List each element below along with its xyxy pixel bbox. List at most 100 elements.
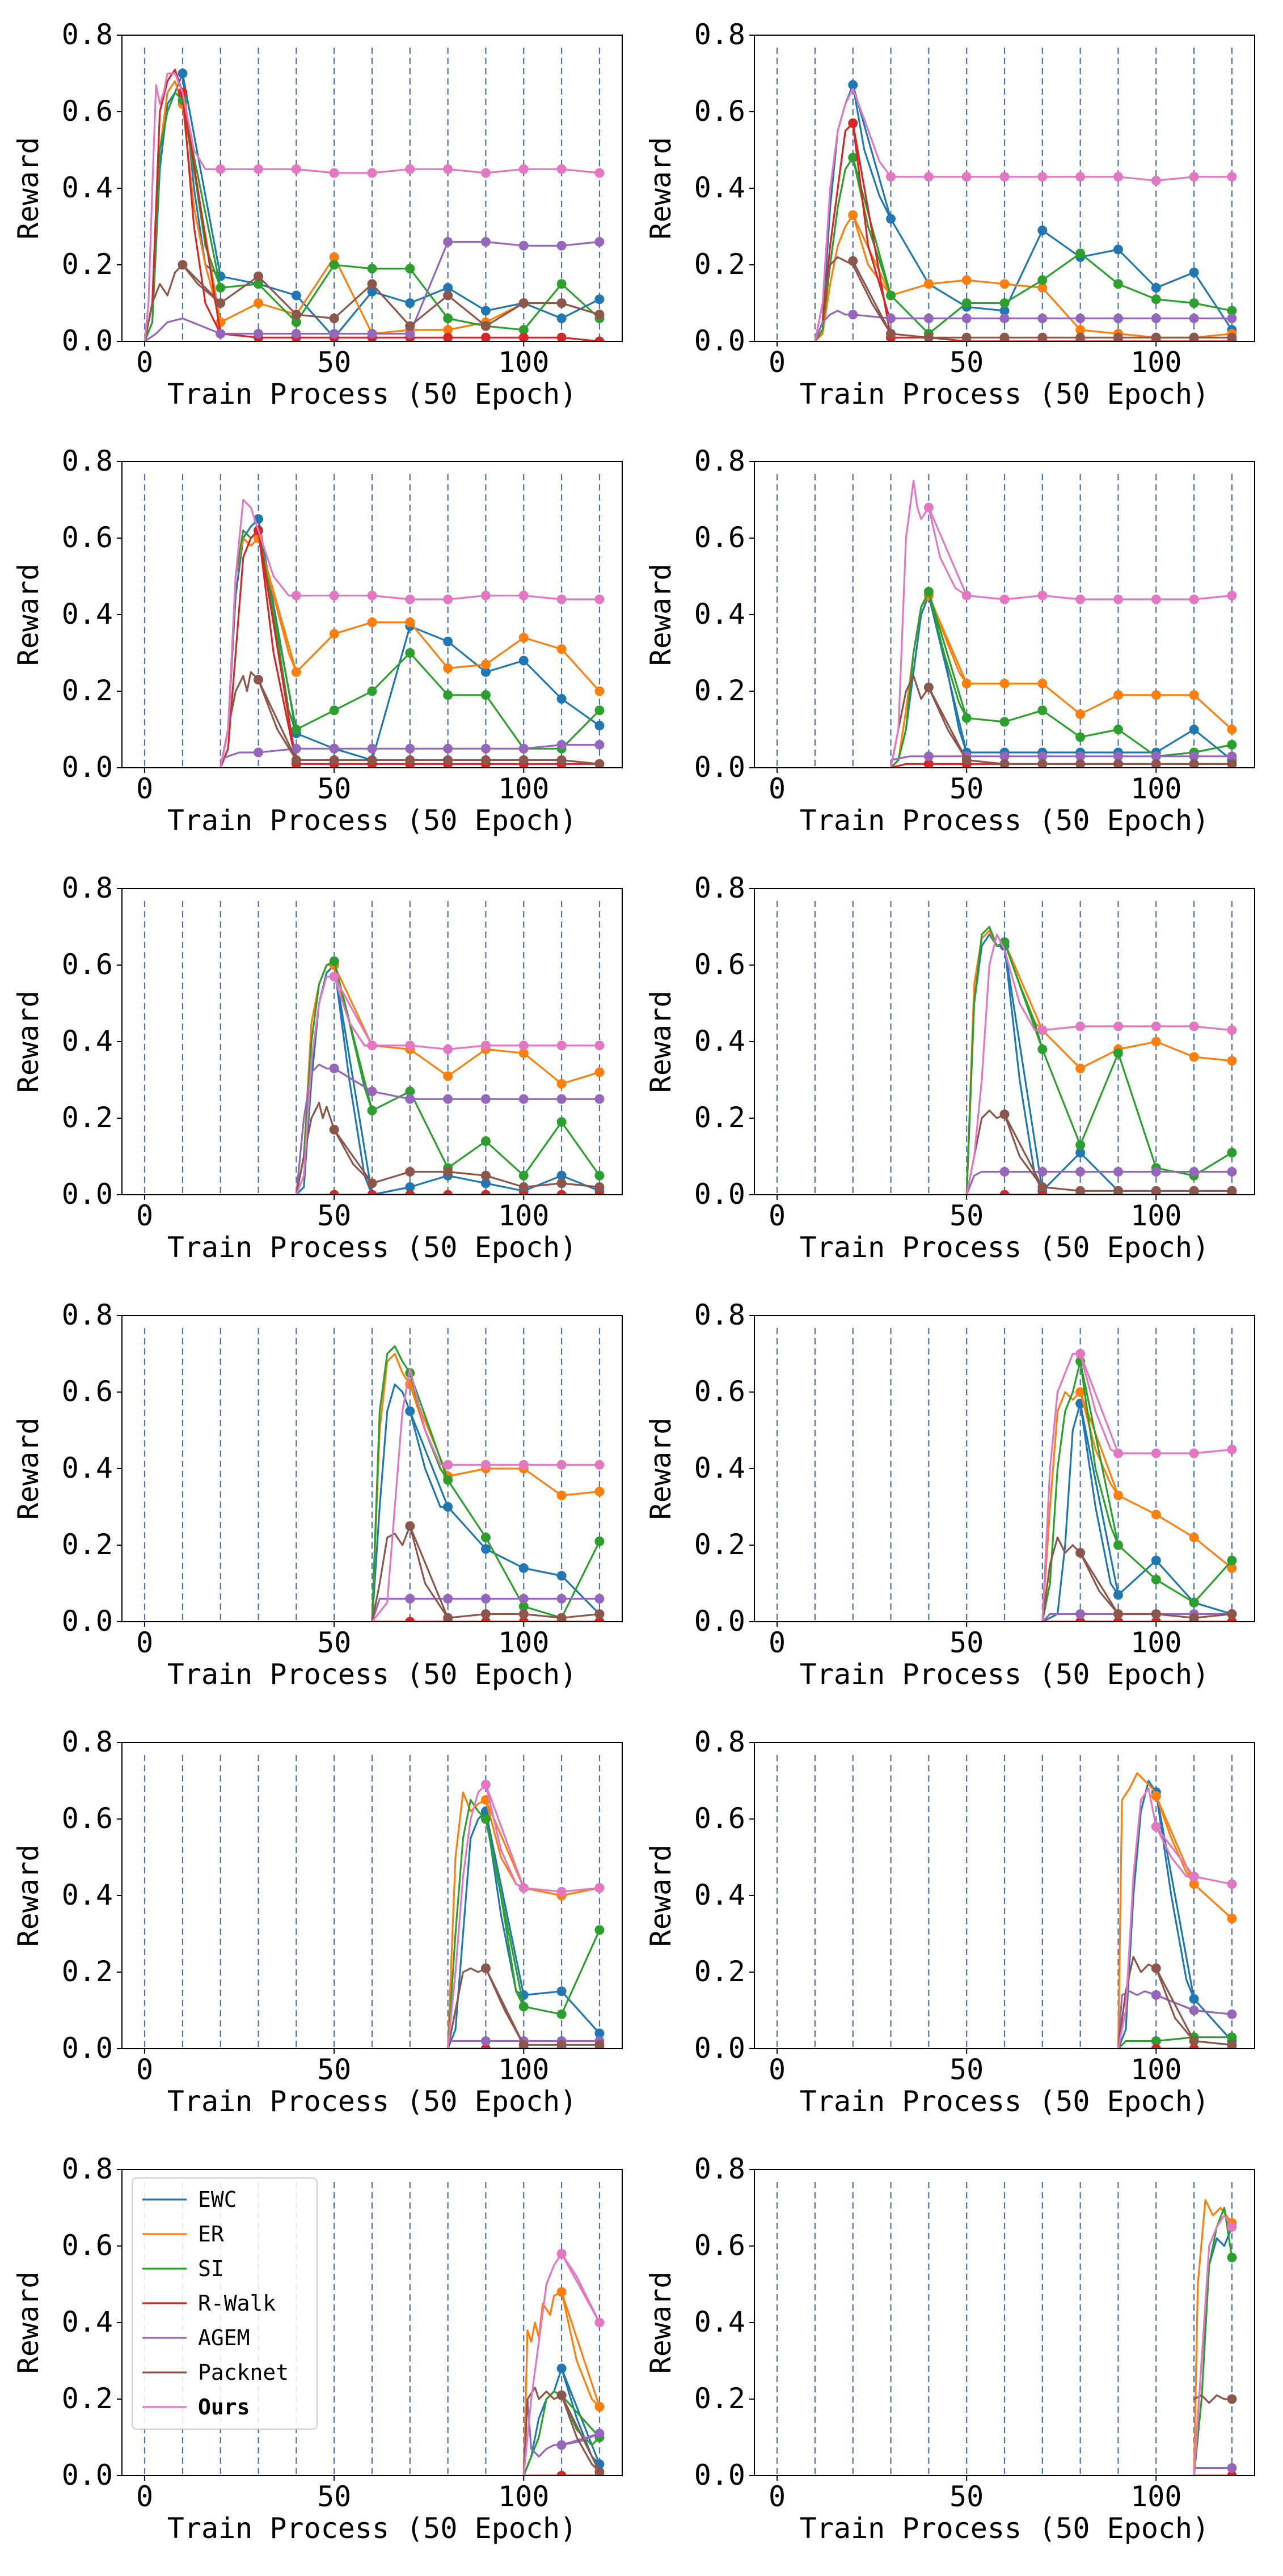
data-point-r-walk	[480, 1190, 491, 1195]
legend-label-er: ER	[198, 2222, 224, 2247]
data-point-ours	[594, 2317, 605, 2328]
data-point-ours	[1113, 1021, 1123, 1031]
data-point-er	[443, 663, 453, 673]
series-line-er	[333, 965, 600, 1085]
data-point-ours	[443, 164, 453, 174]
data-point-agem	[480, 743, 491, 754]
data-point-si	[594, 1170, 605, 1181]
series-line-ours	[484, 1784, 600, 1893]
y-tick-label: 0.4	[62, 171, 113, 204]
data-point-agem	[329, 1063, 339, 1073]
data-point-packnet	[594, 759, 605, 768]
data-point-agem	[594, 740, 605, 750]
plot-area	[965, 925, 1237, 1195]
data-point-er	[999, 679, 1010, 688]
series-line-si	[409, 1372, 601, 1619]
data-point-packnet	[1227, 1186, 1237, 1195]
data-point-si	[886, 290, 896, 301]
data-point-agem	[480, 1594, 491, 1604]
data-point-si	[1113, 279, 1123, 289]
x-tick-label: 0	[769, 346, 786, 379]
plot-area	[1117, 1772, 1237, 2049]
data-point-r-walk	[1151, 2044, 1161, 2049]
series-line-ours	[890, 176, 1232, 182]
data-point-si	[518, 1170, 529, 1181]
y-tick-label: 0.6	[694, 1802, 745, 1835]
y-tick-label: 0.8	[62, 445, 113, 477]
series-line-packnet	[485, 1968, 600, 2046]
data-point-ours	[518, 1883, 529, 1893]
data-point-si	[1227, 2032, 1237, 2042]
series-line-er	[182, 104, 600, 335]
data-point-agem	[1227, 2009, 1237, 2019]
plot-area	[889, 480, 1237, 768]
data-point-agem	[405, 1094, 415, 1104]
data-point-ours	[1227, 1444, 1237, 1454]
data-point-agem	[594, 237, 605, 247]
data-point-er	[1075, 709, 1086, 719]
x-tick-label: 50	[317, 1199, 351, 1232]
y-tick-label: 0.4	[694, 2306, 745, 2338]
data-point-ours	[556, 1460, 567, 1470]
y-tick-label: 0.8	[694, 18, 745, 51]
y-tick-label: 0.2	[694, 1955, 745, 1988]
x-tick-label: 100	[498, 1199, 549, 1232]
series-curve-ewc	[1042, 1402, 1119, 1622]
series-curve-si	[144, 91, 222, 341]
series-line-si	[333, 961, 601, 1177]
y-tick-label: 0.2	[694, 674, 745, 707]
series-curve-ours	[447, 1783, 525, 2049]
data-point-si	[1227, 1148, 1237, 1158]
data-point-packnet	[1151, 1963, 1161, 1973]
series-curve-ours	[965, 933, 1043, 1195]
data-point-ewc	[1151, 1555, 1161, 1566]
data-point-packnet	[999, 759, 1010, 768]
data-point-packnet	[1037, 1182, 1048, 1192]
data-point-ewc	[443, 636, 453, 646]
data-point-er	[1075, 1063, 1086, 1073]
data-point-si	[1037, 1044, 1048, 1054]
data-point-ewc	[1075, 1148, 1086, 1158]
plot-area	[295, 956, 605, 1195]
data-point-er	[961, 275, 972, 285]
data-point-er	[1113, 1490, 1123, 1500]
series-line-agem	[258, 743, 600, 754]
x-tick-label: 100	[498, 772, 549, 805]
data-point-ours	[291, 164, 301, 174]
y-tick-label: 0.8	[694, 1298, 745, 1331]
x-tick-label: 0	[136, 1626, 153, 1659]
data-point-agem	[1151, 1167, 1161, 1177]
y-tick-label: 0.6	[62, 948, 113, 981]
y-axis-label: Reward	[12, 2272, 45, 2374]
data-point-agem	[405, 329, 415, 339]
series-line-r-walk	[182, 92, 600, 341]
data-point-ewc	[480, 306, 491, 316]
data-point-packnet	[923, 682, 934, 692]
y-tick-label: 0.4	[694, 598, 745, 631]
y-tick-label: 0.0	[62, 324, 113, 357]
y-tick-label: 0.2	[694, 1528, 745, 1561]
data-point-ours	[999, 172, 1010, 182]
data-point-r-walk	[367, 1190, 377, 1195]
data-point-ours	[518, 164, 529, 174]
data-point-ewc	[405, 1182, 415, 1192]
data-point-si	[594, 1925, 605, 1935]
y-tick-label: 0.6	[62, 95, 113, 128]
plot-area	[144, 69, 605, 341]
data-point-si	[1227, 2252, 1237, 2262]
data-point-ours	[329, 971, 339, 982]
data-point-packnet	[594, 2467, 605, 2476]
data-point-packnet	[556, 755, 567, 765]
data-point-packnet	[291, 310, 301, 320]
data-point-ours	[1227, 590, 1237, 600]
series-curve-r-walk	[814, 122, 892, 341]
y-tick-label: 0.6	[62, 1375, 113, 1408]
x-tick-label: 100	[1130, 772, 1181, 805]
series-curve-si	[295, 960, 373, 1195]
series-curve-packnet	[371, 1525, 449, 1622]
series-curve-packnet	[144, 264, 221, 341]
data-point-ewc	[1037, 225, 1048, 235]
data-point-agem	[1189, 1167, 1199, 1177]
